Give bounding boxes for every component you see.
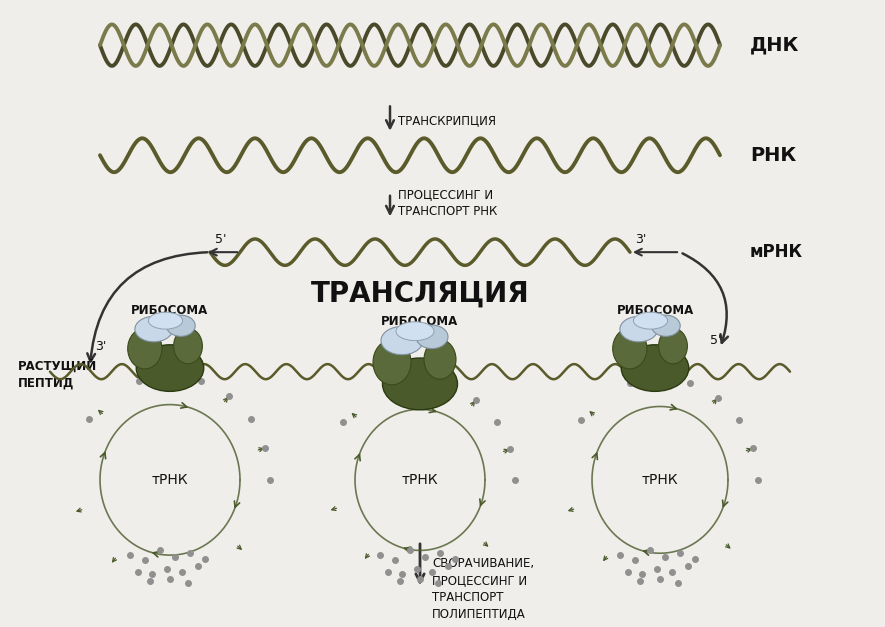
Text: тРНК: тРНК <box>642 473 678 487</box>
Ellipse shape <box>136 345 204 391</box>
Text: ТРАНСЛЯЦИЯ: ТРАНСЛЯЦИЯ <box>311 280 529 308</box>
Ellipse shape <box>396 322 434 340</box>
Text: РАСТУЩИЙ
ПЕПТИД: РАСТУЩИЙ ПЕПТИД <box>18 359 97 390</box>
Text: ПРОЦЕССИНГ И
ТРАНСПОРТ РНК: ПРОЦЕССИНГ И ТРАНСПОРТ РНК <box>398 188 497 218</box>
Ellipse shape <box>634 312 667 329</box>
Ellipse shape <box>166 315 196 336</box>
Text: РИБОСОМА: РИБОСОМА <box>131 304 209 317</box>
Ellipse shape <box>620 317 658 342</box>
Text: РИБОСОМА: РИБОСОМА <box>616 304 694 317</box>
Text: тРНК: тРНК <box>151 473 189 487</box>
Ellipse shape <box>135 317 173 342</box>
Text: ДНК: ДНК <box>750 36 799 55</box>
Ellipse shape <box>127 329 162 369</box>
Ellipse shape <box>658 329 688 364</box>
Text: РИБОСОМА: РИБОСОМА <box>381 315 458 329</box>
Text: 3': 3' <box>635 233 646 246</box>
Ellipse shape <box>651 315 681 336</box>
Ellipse shape <box>149 312 182 329</box>
Text: 5': 5' <box>710 334 721 347</box>
Ellipse shape <box>416 325 448 349</box>
Text: ТРАНСКРИПЦИЯ: ТРАНСКРИПЦИЯ <box>398 114 496 127</box>
Text: тРНК: тРНК <box>402 473 438 487</box>
Ellipse shape <box>373 340 411 385</box>
Text: РНК: РНК <box>750 145 797 165</box>
Ellipse shape <box>381 327 423 355</box>
Ellipse shape <box>173 329 203 364</box>
Text: 5': 5' <box>215 233 227 246</box>
Text: СВОРАЧИВАНИЕ,
ПРОЦЕССИНГ И
ТРАНСПОРТ
ПОЛИПЕПТИДА: СВОРАЧИВАНИЕ, ПРОЦЕССИНГ И ТРАНСПОРТ ПОЛ… <box>432 557 535 621</box>
Ellipse shape <box>621 345 689 391</box>
Text: мРНК: мРНК <box>750 243 803 261</box>
Ellipse shape <box>612 329 647 369</box>
Ellipse shape <box>382 358 458 410</box>
Text: 3': 3' <box>95 340 106 353</box>
Ellipse shape <box>424 340 456 379</box>
